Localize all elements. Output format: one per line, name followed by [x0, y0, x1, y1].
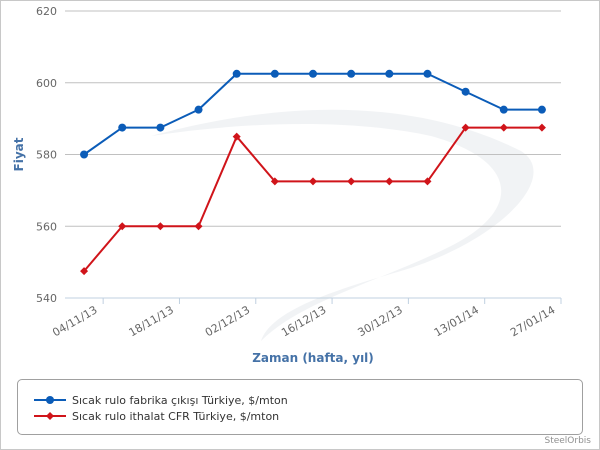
data-point[interactable]: [156, 123, 165, 132]
y-tick-label: 580: [36, 149, 57, 162]
data-point[interactable]: [118, 123, 127, 132]
legend-label: Sıcak rulo fabrika çıkışı Türkiye, $/mto…: [72, 393, 288, 407]
y-tick-labels: 540 560 580 600 620: [36, 5, 57, 305]
data-point[interactable]: [423, 177, 432, 186]
x-tick-label: 04/11/13: [50, 303, 99, 339]
data-point[interactable]: [194, 105, 203, 114]
data-point[interactable]: [80, 150, 89, 159]
legend-item-1[interactable]: Sıcak rulo fabrika çıkışı Türkiye, $/mto…: [34, 392, 288, 408]
data-point[interactable]: [537, 105, 546, 114]
data-point[interactable]: [423, 69, 432, 78]
circle-marker-icon: [34, 396, 66, 404]
y-tick-label: 540: [36, 292, 57, 305]
y-tick-label: 620: [36, 5, 57, 18]
data-point[interactable]: [385, 177, 394, 186]
series-group: [80, 69, 546, 276]
data-point[interactable]: [461, 87, 470, 96]
series-2: [80, 123, 546, 276]
grid-lines: [65, 10, 561, 299]
data-point[interactable]: [499, 123, 508, 132]
data-point[interactable]: [347, 177, 356, 186]
x-tick-label: 27/01/14: [508, 303, 557, 339]
x-tick-label: 30/12/13: [356, 303, 405, 339]
data-point[interactable]: [232, 132, 241, 141]
data-point[interactable]: [499, 105, 508, 114]
data-point[interactable]: [537, 123, 546, 132]
data-point[interactable]: [156, 222, 165, 231]
legend-label: Sıcak rulo ithalat CFR Türkiye, $/mton: [72, 409, 280, 423]
diamond-marker-icon: [34, 412, 66, 420]
data-point[interactable]: [80, 267, 89, 276]
credit-label: SteelOrbis: [544, 436, 591, 446]
data-point[interactable]: [385, 69, 394, 78]
legend-item-2[interactable]: Sıcak rulo ithalat CFR Türkiye, $/mton: [34, 408, 279, 424]
data-point[interactable]: [232, 69, 241, 78]
data-point[interactable]: [309, 177, 317, 186]
y-tick-label: 560: [36, 220, 57, 233]
x-tick-label: 18/11/13: [127, 303, 176, 339]
y-axis-title: Fiyat: [12, 137, 26, 171]
x-tick-label: 13/01/14: [432, 303, 481, 339]
x-tick-label: 02/12/13: [203, 303, 252, 339]
x-axis-title: Zaman (hafta, yıl): [252, 351, 374, 365]
data-point[interactable]: [461, 123, 470, 132]
data-point[interactable]: [309, 69, 317, 78]
data-point[interactable]: [118, 222, 127, 231]
series-1: [80, 69, 546, 159]
y-tick-label: 600: [36, 77, 57, 90]
legend: Sıcak rulo fabrika çıkışı Türkiye, $/mto…: [17, 379, 583, 435]
data-point[interactable]: [270, 69, 279, 78]
data-point[interactable]: [347, 69, 356, 78]
data-point[interactable]: [270, 177, 279, 186]
data-point[interactable]: [194, 222, 203, 231]
